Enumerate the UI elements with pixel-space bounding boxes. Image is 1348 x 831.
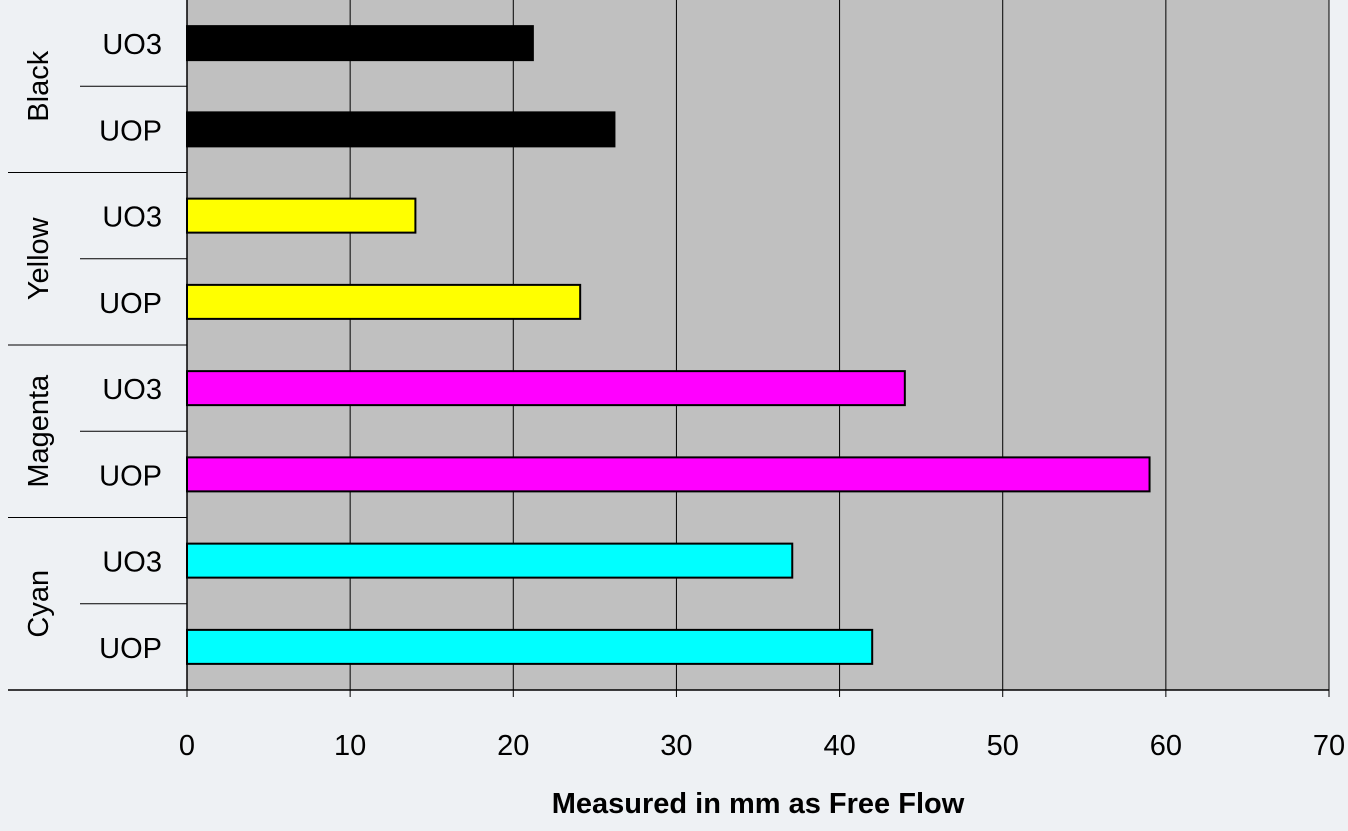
x-tick-label: 0 — [179, 730, 195, 762]
bar-label: UO3 — [102, 29, 162, 61]
bar-label: UO3 — [102, 202, 162, 234]
bar-label: UO3 — [102, 547, 162, 579]
category-axis: UO3 UOP UO3 UOP UO3 UOP UO3 UOP Black Yellow Magen… — [8, 29, 187, 665]
x-axis-title: Measured in mm as Free Flow — [552, 788, 965, 820]
group-label-cyan: Cyan — [23, 570, 55, 638]
bar-yellow-uo3 — [186, 197, 417, 234]
x-tick-label: 30 — [660, 730, 692, 762]
bar-label: UOP — [99, 633, 162, 665]
bar-magenta-uo3 — [186, 370, 906, 407]
bar-yellow-uop — [186, 283, 582, 320]
group-label-yellow: Yellow — [23, 216, 55, 300]
x-tick-label: 40 — [823, 730, 855, 762]
bar-label: UOP — [99, 288, 162, 320]
x-tick-label: 10 — [334, 730, 366, 762]
group-label-magenta: Magenta — [23, 374, 55, 488]
bar-cyan-uo3 — [186, 542, 794, 579]
bar-black-uo3 — [186, 25, 534, 62]
bar-label: UOP — [99, 115, 162, 147]
bar-label: UO3 — [102, 374, 162, 406]
bars — [186, 25, 1151, 665]
group-label-black: Black — [23, 50, 55, 121]
x-tick-label: 70 — [1313, 730, 1345, 762]
bar-label: UOP — [99, 460, 162, 492]
bar-black-uop — [186, 111, 616, 148]
x-tick-label: 50 — [987, 730, 1019, 762]
value-axis: 0 10 20 30 40 50 60 70 — [8, 0, 1345, 762]
bar-cyan-uop — [186, 628, 874, 665]
x-tick-label: 60 — [1150, 730, 1182, 762]
x-tick-label: 20 — [497, 730, 529, 762]
plot-area — [187, 0, 1329, 690]
bar-magenta-uop — [186, 456, 1151, 493]
